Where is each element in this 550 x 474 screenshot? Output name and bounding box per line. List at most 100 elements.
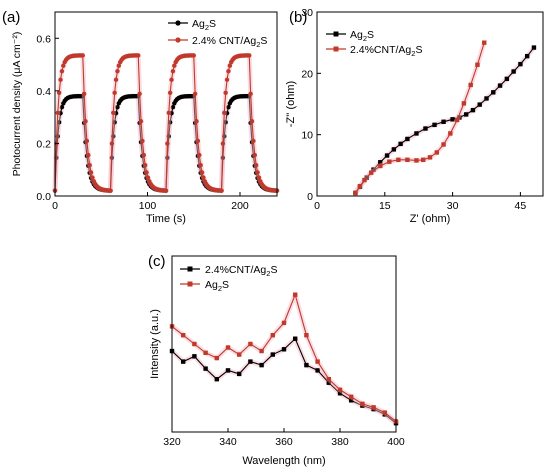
- panel-b-series-1-point: [353, 190, 358, 196]
- panel-a-series-1-point: [84, 138, 90, 144]
- panel-b-series-0-point: [491, 90, 496, 95]
- panel-a-series-1-point: [136, 53, 141, 58]
- panel-b-xlabel: Z' (ohm): [410, 213, 451, 225]
- panel-b-legend-marker-2: [333, 46, 339, 52]
- panel-c-xlabel: Wavelength (nm): [242, 455, 325, 467]
- panel-a-series-0-point: [59, 105, 65, 110]
- panel-a-xlabel: Time (s): [146, 213, 186, 225]
- panel-b-series-1-point: [454, 117, 460, 123]
- panel-b-xtick-label: 0: [314, 200, 320, 212]
- panel-b-series-1-point: [441, 142, 446, 147]
- panel-b-ytick-label: 30: [301, 7, 313, 19]
- panel-b-legend: Ag2S 2.4%CNT/Ag2S: [326, 29, 422, 58]
- panel-b-series-1-point: [378, 163, 383, 169]
- panel-a-xtick-label: 0: [52, 200, 58, 212]
- panel-a-series-1-point: [201, 175, 206, 180]
- panel-b-series-1-point: [414, 158, 419, 163]
- panel-a-ytick-label: 0.4: [36, 86, 51, 98]
- panel-c-ylabel: Intensity (a.u.): [149, 309, 161, 379]
- panel-c-series-1-point: [360, 401, 365, 407]
- panel-c-series-0-point: [337, 391, 343, 396]
- panel-c-series-1-point: [382, 410, 387, 415]
- panel-a-series-1-point: [56, 90, 62, 95]
- panel-b-series-1-point: [369, 170, 374, 175]
- panel-a-ytick-label: 0.6: [36, 33, 51, 45]
- panel-b-series-0-point: [463, 112, 469, 117]
- panel-a-series-1-point: [247, 53, 252, 58]
- panel-a-series-1-point: [112, 90, 117, 95]
- panel-a-series-0-point: [56, 120, 62, 125]
- panel-a-xtick-label: 100: [139, 200, 157, 212]
- panel-c-series-1-point: [181, 333, 186, 338]
- panel-a-series-1-point: [116, 63, 122, 68]
- panel-c-series-0-point: [293, 336, 298, 341]
- panel-b-ticks: 0 15 30 45 0 10 20 30: [301, 7, 526, 212]
- panel-a-series-1-point: [81, 91, 87, 96]
- panel-b-series-1-point: [387, 159, 392, 164]
- panel-b-ytick-label: 10: [301, 130, 313, 142]
- panel-b-series-1-point: [468, 82, 473, 88]
- panel-a-series-1-halo: [52, 52, 279, 194]
- panel-a-series-1-point: [248, 91, 253, 96]
- panel-b-series-0-point: [398, 141, 403, 147]
- panel-c-series-0-point: [181, 359, 186, 364]
- panel-a-series-1-point: [198, 162, 203, 168]
- panel-b-series-0-point: [391, 147, 397, 152]
- panel-a-series-1-point: [255, 170, 260, 175]
- panel-c-series-1-point: [371, 405, 376, 410]
- panel-a-series-0-point: [167, 120, 173, 125]
- panel-b-series-1-point: [461, 101, 467, 106]
- panel-a-series-1-point: [199, 170, 205, 175]
- panel-a-series-1-point: [163, 188, 169, 193]
- panel-b-series-0-point: [531, 45, 537, 50]
- panel-b-series-0-point: [457, 115, 462, 120]
- panel-a-series-1-point: [113, 77, 119, 82]
- panel-c-series-0-point: [192, 354, 197, 359]
- panel-a-series-1-point: [109, 141, 115, 146]
- panel-c-ticks: 320 340 360 380 400: [163, 428, 405, 448]
- panel-a-series-1-point: [138, 119, 144, 124]
- panel-b-frame: [316, 11, 544, 197]
- panel-a-series-1-point: [195, 138, 201, 144]
- panel-a-xtick-label: 200: [231, 200, 249, 212]
- panel-c-xtick-label: 400: [387, 436, 405, 448]
- panel-c-series-1-point: [237, 352, 242, 357]
- panel-b-series-1-point: [482, 40, 487, 45]
- panel-a-series-1-point: [55, 110, 60, 116]
- panel-c: (c) 320 340 360 380 400 Wavelength (nm) Inte…: [148, 253, 405, 467]
- panel-a-legend-marker-2: [175, 37, 181, 43]
- panel-a-series-1-point: [256, 175, 262, 180]
- panel-a-series-1-point: [86, 152, 91, 158]
- panel-c-series-1-point: [304, 333, 309, 338]
- panel-a-legend-entry-2: 2.4% CNT/Ag2S: [192, 35, 267, 49]
- panel-c-series-0-point: [203, 366, 208, 371]
- panel-a-series-0-point: [223, 120, 228, 125]
- panel-c-series-0-point: [237, 371, 242, 377]
- panel-c-series-0-point: [270, 352, 275, 357]
- panel-b-series-1-point: [448, 131, 453, 136]
- panel-b-legend-entry-1: Ag2S: [350, 29, 374, 43]
- panel-c-legend-entry-2: Ag2S: [205, 279, 229, 293]
- panel-a-series-1-point: [59, 69, 65, 74]
- panel-a-legend-marker-1: [175, 20, 181, 26]
- panel-a-ytick-label: 0.2: [36, 138, 51, 150]
- panel-b-series-0-point: [497, 83, 503, 88]
- panel-c-series-0-point: [281, 347, 287, 352]
- panel-b-series-0-point: [524, 53, 530, 59]
- panel-c-series-0-point: [259, 362, 264, 368]
- panel-b-series-0-point: [511, 69, 516, 74]
- panel-a-series-1-point: [170, 69, 176, 74]
- panel-b-series-1-point: [357, 183, 363, 189]
- panel-a-series-1-point: [227, 63, 233, 68]
- panel-a-series-0-point: [226, 105, 231, 110]
- panel-a-series-1-point: [253, 162, 259, 168]
- panel-a-series-1-point: [108, 188, 113, 193]
- panel-a-series-0-point: [112, 120, 117, 125]
- panel-c-series-1-point: [315, 359, 320, 364]
- panel-c-xtick-label: 320: [163, 436, 181, 448]
- panel-a-series-1-point: [111, 110, 116, 116]
- panel-a-frame: [54, 11, 278, 197]
- panel-b-legend-marker-1: [333, 31, 339, 37]
- panel-a-series-1-point: [222, 110, 227, 116]
